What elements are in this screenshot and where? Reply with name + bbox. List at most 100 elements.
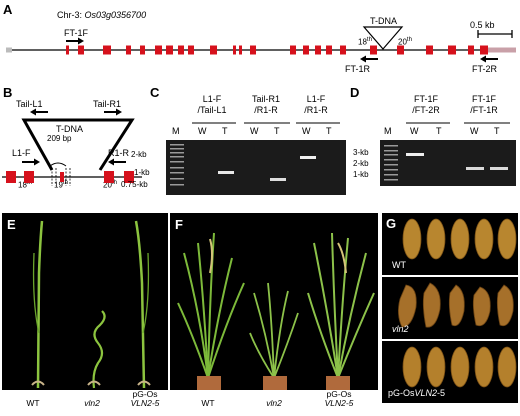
grains-comp-suffix: -5 <box>437 388 446 398</box>
seedlings-illustration <box>31 220 151 389</box>
utr-left <box>6 47 12 53</box>
band-d2-t <box>490 167 508 170</box>
label-e-comp: pG-Os VLN2-5 <box>120 390 170 408</box>
exon <box>448 45 456 55</box>
band-c3-w <box>300 156 316 159</box>
scale-bar-label: 0.5 kb <box>470 20 495 30</box>
exon <box>210 45 217 55</box>
exon <box>370 45 377 55</box>
primer-set-d1-line2: /FT-2R <box>412 105 440 115</box>
panel-e-letter: E <box>7 217 16 232</box>
primer-set-c2-line2: /R1-R <box>254 105 278 115</box>
tdna-label-a: T-DNA <box>370 16 397 26</box>
exon-20-num: 20 <box>398 37 407 47</box>
label-f-comp-line2: VLN2-5 <box>324 398 354 408</box>
primer-tail-l1-arrow <box>30 108 48 116</box>
vln2-seedling <box>92 310 106 389</box>
grain <box>402 346 422 388</box>
exon-18-num: 18 <box>358 37 367 47</box>
complemented-plant <box>307 232 375 379</box>
exon-18-ord: th <box>366 37 372 43</box>
primer-set-c1: L1-F /Tail-L1 <box>186 94 238 116</box>
lane-w-d2: W <box>470 126 479 136</box>
grain <box>422 282 441 328</box>
exon-19-num-b: 19 <box>54 180 63 190</box>
plants-illustration <box>177 232 375 390</box>
chromosome-prefix: Chr-3: <box>57 10 85 20</box>
utr-right <box>488 47 516 53</box>
primer-set-d1-line1: FT-1F <box>414 94 438 104</box>
grain <box>402 218 422 260</box>
vln2-plant <box>249 282 299 379</box>
exon <box>239 45 242 55</box>
lane-group-lines-c <box>192 122 340 124</box>
primer-set-c1-line1: L1-F <box>202 94 222 104</box>
label-e-comp-line2: VLN2-5 <box>130 398 160 408</box>
panel-d-letter: D <box>350 85 360 100</box>
lane-w-d1: W <box>410 126 419 136</box>
label-f-wt: WT <box>201 398 215 408</box>
exon <box>303 45 309 55</box>
primer-l1f-arrow <box>22 158 40 166</box>
primer-tail-r1-label: Tail-R1 <box>93 99 122 109</box>
grains-wt <box>402 218 517 260</box>
tdna-insertion-triangle <box>362 26 404 50</box>
gene-id: Os03g0356700 <box>84 10 147 20</box>
primer-set-d1: FT-1F /FT-2R <box>400 94 452 116</box>
label-f-vln2: vln2 <box>266 398 282 408</box>
wt-pot <box>197 376 221 390</box>
primer-ft2r-label: FT-2R <box>472 64 498 74</box>
grains-comp-photo: pG-OsVLN2-5 <box>382 341 518 403</box>
gel-bands-d <box>384 145 508 181</box>
exon <box>315 45 321 55</box>
band-c2-t <box>270 178 286 181</box>
panel-c-letter: C <box>150 85 160 100</box>
exon <box>103 45 111 55</box>
grains-vln2 <box>398 282 514 328</box>
exon <box>66 45 69 55</box>
exon <box>480 45 488 55</box>
grain <box>426 218 446 260</box>
primer-set-d2-line1: FT-1F <box>472 94 496 104</box>
primer-r1r-label: R1-R <box>108 148 130 158</box>
primer-r1r-arrow <box>108 158 126 166</box>
lane-t-d1: T <box>436 126 442 136</box>
gel-image-c <box>166 140 346 195</box>
lane-w-c2: W <box>250 126 259 136</box>
exon <box>140 45 145 55</box>
lane-w-c1: W <box>198 126 207 136</box>
exon-18b-box <box>24 171 34 183</box>
grain <box>450 346 470 388</box>
grains-wt-label: WT <box>392 260 406 270</box>
exon-20-ord-b: th <box>111 180 117 186</box>
exon <box>250 45 256 55</box>
lane-m-d: M <box>384 126 392 136</box>
lane-t-d2: T <box>494 126 500 136</box>
grain <box>497 218 517 260</box>
exon-20-ord: th <box>406 37 412 43</box>
label-e-wt: WT <box>26 398 40 408</box>
grains-vln2-photo: vln2 <box>382 277 518 339</box>
size-075kb-c: 0.75-kb <box>121 180 148 189</box>
grain <box>497 346 517 388</box>
exon <box>78 45 84 55</box>
label-f-comp: pG-Os VLN2-5 <box>314 390 364 408</box>
tdna-trapezoid <box>21 118 135 171</box>
bp-bracket <box>49 162 67 167</box>
primer-set-d2-line2: /FT-1R <box>470 105 498 115</box>
primer-ft1r-arrow <box>360 55 378 63</box>
vln2-pot <box>263 376 287 390</box>
grains-vln2-label: vln2 <box>392 324 409 334</box>
grain <box>496 284 514 327</box>
complemented-seedling <box>134 220 146 389</box>
exon-18-label-a: 18th <box>358 37 372 47</box>
mature-plant-photo: F <box>170 213 378 390</box>
panel-a-letter: A <box>3 2 13 17</box>
grains-comp-label: pG-OsVLN2-5 <box>388 388 445 398</box>
label-e-vln2: vln2 <box>84 398 100 408</box>
exon-19-ord-b: th <box>62 180 68 186</box>
exon <box>397 45 404 55</box>
lane-t-c2: T <box>274 126 280 136</box>
lane-w-c3: W <box>302 126 311 136</box>
panel-g-letter: G <box>386 216 397 231</box>
